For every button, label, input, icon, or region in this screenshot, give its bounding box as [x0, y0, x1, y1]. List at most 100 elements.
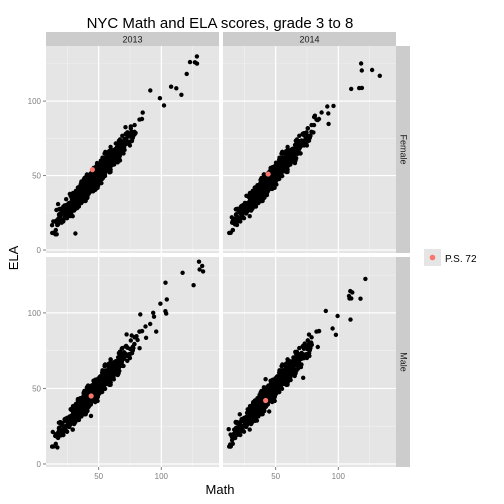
data-point: [125, 134, 130, 139]
data-point: [247, 214, 252, 219]
data-point: [102, 362, 107, 368]
data-point: [125, 345, 130, 350]
facet-strip-label: Female: [399, 134, 409, 164]
data-point: [288, 151, 294, 156]
data-point: [57, 213, 62, 218]
data-point: [73, 204, 79, 210]
data-point: [63, 416, 68, 421]
data-point: [292, 142, 298, 148]
data-point: [55, 201, 61, 207]
data-point: [280, 155, 285, 160]
facet-strip-label: Male: [399, 352, 409, 372]
data-point: [120, 351, 125, 357]
data-point: [315, 117, 320, 123]
data-point: [273, 390, 278, 395]
data-point: [70, 416, 75, 421]
data-point: [292, 155, 298, 161]
data-point: [102, 386, 108, 391]
data-point: [70, 427, 75, 432]
data-point: [95, 394, 100, 400]
data-point: [311, 122, 317, 128]
data-point: [94, 163, 100, 168]
data-point: [335, 313, 340, 319]
data-point: [267, 383, 273, 388]
data-point: [140, 110, 145, 115]
data-point: [151, 310, 156, 315]
data-point: [132, 122, 137, 128]
data-point: [106, 370, 112, 375]
data-point: [326, 111, 331, 116]
data-point: [127, 355, 133, 361]
data-point: [73, 193, 78, 198]
data-point: [285, 169, 290, 175]
data-point: [76, 186, 81, 191]
data-point: [85, 408, 90, 414]
data-point: [79, 198, 84, 204]
data-point: [308, 133, 313, 138]
data-point: [63, 205, 69, 210]
data-point: [277, 389, 282, 395]
data-point: [359, 68, 364, 73]
data-point: [100, 157, 105, 163]
data-point: [164, 297, 169, 302]
data-point: [277, 158, 283, 164]
data-point: [261, 172, 267, 177]
data-point: [86, 190, 92, 195]
data-point: [100, 176, 105, 182]
data-point: [113, 368, 119, 374]
data-point: [75, 190, 81, 195]
data-point: [229, 438, 235, 443]
data-point: [244, 417, 249, 422]
data-point: [192, 60, 198, 65]
panel-background: [223, 257, 396, 467]
data-point: [248, 421, 254, 427]
x-axis-label: Math: [206, 482, 235, 497]
data-point: [135, 337, 140, 343]
data-point: [73, 409, 78, 415]
data-point: [82, 388, 88, 394]
data-point: [106, 159, 112, 164]
data-point: [62, 212, 67, 218]
data-point: [88, 413, 94, 419]
data-point: [297, 143, 302, 148]
data-point: [377, 73, 382, 79]
data-point: [200, 263, 205, 269]
data-point: [100, 370, 105, 375]
data-point: [84, 196, 90, 201]
facet-strip-label: 2013: [122, 35, 142, 45]
data-point: [70, 214, 75, 219]
data-point: [65, 420, 71, 426]
data-point: [77, 410, 83, 415]
data-point: [134, 334, 139, 339]
data-point: [271, 180, 276, 185]
data-point: [103, 375, 108, 380]
data-point: [111, 162, 116, 167]
data-point: [108, 147, 113, 152]
data-point: [115, 372, 120, 378]
data-point: [264, 192, 270, 198]
data-point: [262, 181, 268, 186]
data-point: [237, 420, 242, 426]
data-point: [101, 171, 107, 177]
data-point: [87, 183, 92, 188]
data-point: [53, 219, 58, 224]
data-point: [124, 332, 129, 337]
data-point: [233, 207, 239, 212]
data-point: [363, 276, 368, 282]
data-point: [184, 71, 189, 77]
data-point: [121, 140, 127, 146]
data-point: [120, 133, 125, 138]
facet-strip-2013: [46, 32, 219, 46]
data-point: [103, 149, 108, 155]
data-point: [85, 186, 91, 192]
data-point: [49, 223, 55, 228]
data-point: [111, 365, 116, 370]
data-point: [240, 427, 245, 432]
data-point: [151, 314, 157, 319]
data-point: [349, 86, 354, 92]
data-point: [130, 348, 135, 353]
data-point: [143, 335, 149, 340]
data-point: [59, 220, 64, 225]
data-point: [157, 96, 163, 101]
data-point: [138, 312, 143, 317]
